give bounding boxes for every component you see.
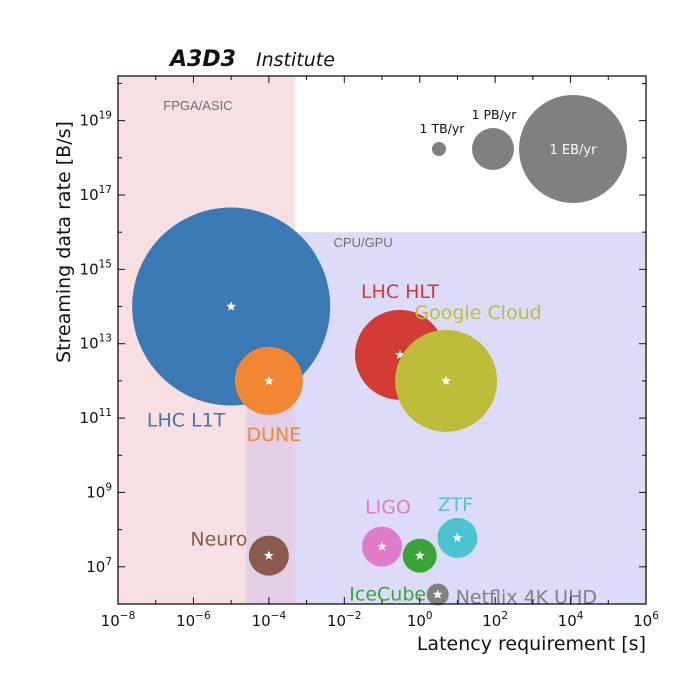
bubble-label-lhc-l1t: LHC L1T: [147, 410, 226, 432]
brand-subtitle: Institute: [256, 49, 335, 71]
bubble-star-icecube: [414, 550, 425, 560]
legend-label-1-eb-yr: 1 EB/yr: [550, 143, 598, 158]
y-axis-label: Streaming data rate [B/s]: [53, 121, 75, 363]
bubble-label-lhc-hlt: LHC HLT: [361, 281, 439, 303]
x-tick-label: 10−6: [176, 610, 211, 630]
legend-bubble-1-pb-yr: [472, 128, 514, 170]
x-tick-label: 102: [482, 610, 508, 630]
legend-bubble-1-eb-yr: [519, 95, 627, 203]
bubble-star-dune: [263, 375, 274, 386]
bubble-label-icecube: IceCube: [349, 584, 426, 606]
bubble-label-ztf: ZTF: [438, 494, 474, 516]
size-legend: 1 TB/yr 1 PB/yr 1 EB/yr: [420, 95, 627, 203]
bubble-label-dune: DUNE: [246, 424, 301, 446]
y-tick-label: 1013: [80, 333, 112, 353]
legend-label-1-tb-yr: 1 TB/yr: [420, 121, 466, 136]
region-label-cpu-gpu: CPU/GPU: [334, 235, 393, 250]
y-tick-label: 109: [86, 481, 112, 501]
bubble-label-ligo: LIGO: [365, 497, 411, 519]
bubble-label-google-cloud: Google Cloud: [414, 302, 541, 324]
y-tick-label: 1017: [80, 184, 112, 204]
bubble-label-neuro: Neuro: [190, 529, 247, 551]
legend-label-1-pb-yr: 1 PB/yr: [472, 107, 518, 122]
bubble-star-netflix-4k-uhd: [432, 589, 443, 599]
axes-layer: 10−8 10−6 10−4 10−2 100 102 104 106 107 109 1011 10…: [80, 75, 659, 630]
y-tick-label: 1011: [80, 407, 112, 427]
y-tick-label: 107: [86, 556, 112, 576]
y-tick-label: 1015: [80, 258, 112, 278]
bubble-star-google-cloud: [441, 375, 452, 386]
bubble-star-ligo: [377, 541, 387, 551]
legend-bubble-1-tb-yr: [432, 142, 446, 156]
bubble-label-netflix-4k-uhd: Netflix 4K UHD: [456, 587, 597, 609]
x-tick-label: 10−2: [327, 610, 362, 630]
y-tick-label: 1019: [80, 110, 112, 130]
bubble-star-lhc-hlt: [395, 349, 405, 360]
x-tick-label: 106: [633, 610, 659, 630]
x-tick-label: 10−4: [252, 610, 287, 630]
brand-title: A3D3: [168, 47, 236, 72]
x-tick-label: 10−8: [101, 610, 136, 630]
x-tick-label: 104: [558, 610, 584, 630]
region-label-fpga-asic: FPGA/ASIC: [163, 98, 232, 113]
bubble-star-lhc-l1t: [226, 301, 237, 311]
bubble-star-ztf: [452, 532, 463, 543]
x-tick-label: 100: [407, 610, 433, 630]
x-axis-label: Latency requirement [s]: [417, 633, 646, 655]
bubble-star-neuro: [263, 550, 274, 560]
